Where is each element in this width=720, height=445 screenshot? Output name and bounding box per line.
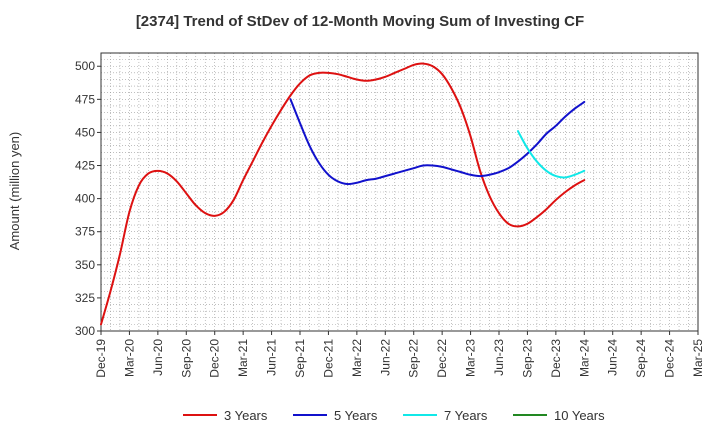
x-tick-label: Dec-20 [208,339,222,378]
y-tick-label: 300 [75,324,95,338]
y-tick-label: 400 [75,192,95,206]
x-tick-label: Jun-23 [492,339,506,376]
legend-item-10-years: 10 Years [513,408,605,423]
legend-label: 7 Years [444,408,488,423]
y-tick-label: 450 [75,125,95,139]
x-tick-label: Sep-21 [293,339,307,378]
x-tick-label: Mar-24 [577,339,591,377]
y-tick-label: 375 [75,225,95,239]
legend-item-3-years: 3 Years [183,408,268,423]
x-tick-label: Jun-24 [606,339,620,376]
x-tick-label: Mar-22 [350,339,364,377]
series-layer [100,62,586,326]
series-line-7-years [516,130,586,179]
legend-item-7-years: 7 Years [403,408,488,423]
legend: 3 Years 5 Years 7 Years 10 Years [183,408,605,423]
legend-label: 10 Years [554,408,605,423]
x-tick-label: Jun-20 [151,339,165,376]
x-tick-label: Jun-21 [265,339,279,376]
plot-frame [100,52,699,332]
grid-layer [100,52,699,332]
series-line-5-years [289,98,586,186]
y-axis-title: Amount (million yen) [7,132,22,251]
x-tick-label: Mar-20 [122,339,136,377]
legend-item-5-years: 5 Years [293,408,378,423]
series-line-3-years [100,62,586,326]
x-tick-label: Mar-23 [464,339,478,377]
legend-label: 5 Years [334,408,378,423]
x-tick-label: Jun-22 [378,339,392,376]
y-tick-label: 475 [75,92,95,106]
x-tick-label: Dec-24 [663,339,677,378]
y-tick-label: 325 [75,291,95,305]
x-tick-label: Dec-23 [549,339,563,378]
axes-layer: 300 325 350 375 400 425 450 475 500 Dec-19 Mar-20 J… [75,52,705,378]
legend-label: 3 Years [224,408,268,423]
x-tick-label: Dec-22 [435,339,449,378]
y-tick-label: 350 [75,258,95,272]
x-tick-label: Sep-22 [407,339,421,378]
x-tick-label: Dec-21 [321,339,335,378]
x-tick-label: Sep-23 [520,339,534,378]
x-tick-label: Sep-24 [634,339,648,378]
x-tick-label: Mar-21 [236,339,250,377]
x-tick-label: Sep-20 [179,339,193,378]
chart-title: [2374] Trend of StDev of 12-Month Moving… [136,13,584,30]
y-tick-label: 500 [75,59,95,73]
x-tick-label: Dec-19 [94,339,108,378]
y-tick-label: 425 [75,159,95,173]
x-tick-label: Mar-25 [691,339,705,377]
